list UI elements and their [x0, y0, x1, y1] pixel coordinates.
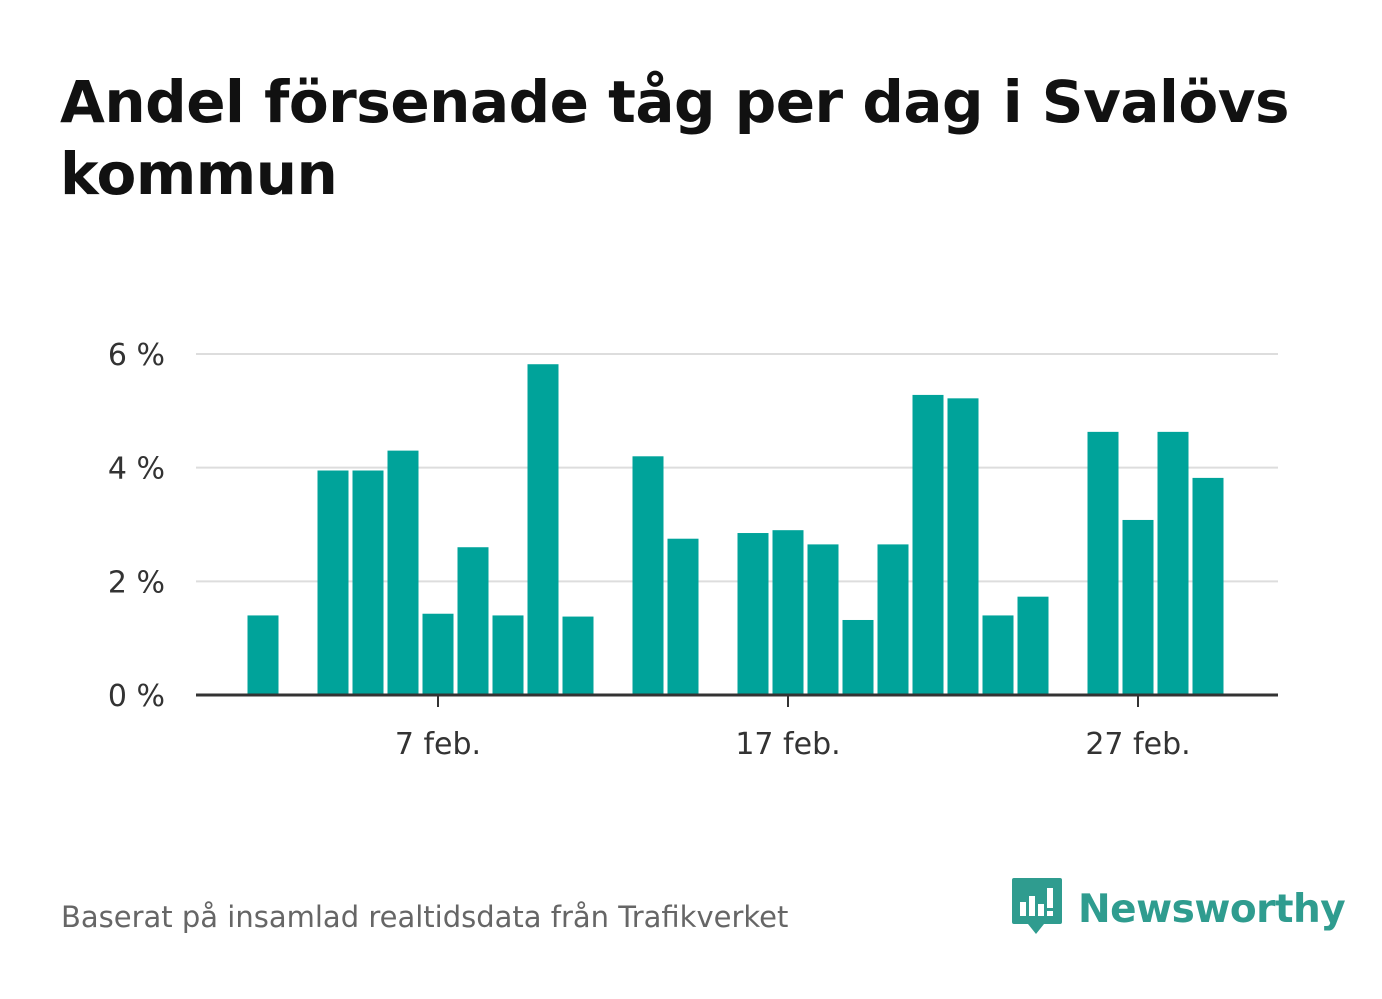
chart-title: Andel försenade tåg per dag i Svalövs ko…	[60, 68, 1290, 208]
brand-logo: Newsworthy	[1010, 876, 1346, 942]
bar	[457, 547, 489, 695]
tick-labels: 0 % 2 % 4 % 6 % 7 feb. 17 feb. 27 feb.	[108, 338, 1191, 762]
bar	[667, 538, 699, 695]
bar	[247, 615, 279, 695]
bar	[1157, 431, 1189, 695]
x-tick-label: 7 feb.	[395, 727, 481, 762]
y-tick-label: 6 %	[108, 338, 165, 373]
x-tick-label: 27 feb.	[1085, 727, 1190, 762]
y-tick-label: 4 %	[108, 452, 165, 487]
bar	[1017, 596, 1049, 695]
bar	[492, 615, 524, 695]
bar	[807, 544, 839, 695]
bar	[947, 398, 979, 695]
bar	[562, 616, 594, 695]
bar	[422, 613, 454, 695]
bar	[912, 394, 944, 695]
bar	[1192, 477, 1224, 695]
bar	[352, 470, 384, 695]
bar	[842, 619, 874, 695]
bar	[527, 364, 559, 695]
bar	[317, 470, 349, 695]
brand-name: Newsworthy	[1078, 886, 1346, 932]
bar	[982, 615, 1014, 695]
bar	[737, 533, 769, 695]
bar	[877, 544, 909, 695]
x-tick-label: 17 feb.	[735, 727, 840, 762]
newsworthy-logo-icon	[1010, 876, 1064, 942]
bars	[247, 364, 1224, 695]
bar	[1087, 431, 1119, 695]
bar	[387, 450, 419, 695]
bar	[772, 530, 804, 695]
y-tick-label: 2 %	[108, 565, 165, 600]
axes	[196, 693, 1278, 707]
bar	[632, 456, 664, 695]
source-note: Baserat på insamlad realtidsdata från Tr…	[61, 900, 789, 934]
y-tick-label: 0 %	[108, 679, 165, 714]
bar	[1122, 519, 1154, 695]
